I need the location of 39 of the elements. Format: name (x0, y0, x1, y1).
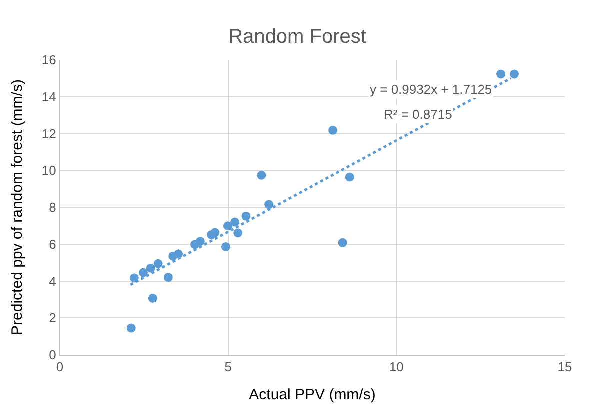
point (224, 222, 232, 231)
y-tick-label: 10 (42, 163, 56, 178)
y-tick-label: 2 (49, 310, 56, 326)
y-tick-label: 4 (49, 274, 56, 289)
point (221, 242, 230, 252)
chart-title: Random Forest (228, 26, 367, 48)
point (257, 170, 266, 180)
point (328, 126, 338, 135)
y-tick-label: 0 (49, 348, 56, 363)
point (154, 259, 163, 268)
y-tick-label: 14 (42, 89, 56, 104)
x-tick-label: 15 (558, 360, 572, 375)
x-tick-label: 10 (389, 360, 404, 375)
point (148, 294, 158, 303)
point (242, 212, 251, 221)
y-tick-label: 16 (42, 52, 56, 68)
point (338, 238, 348, 248)
point (510, 70, 519, 79)
y-tick-label: 12 (42, 126, 56, 142)
point (230, 218, 240, 227)
point (146, 264, 156, 273)
point (345, 172, 354, 182)
point (264, 200, 274, 210)
point (164, 273, 173, 282)
point (196, 237, 205, 246)
point (138, 268, 148, 278)
x-tick-label: 5 (224, 360, 232, 375)
point (234, 228, 243, 238)
point (496, 70, 506, 79)
annotation: y = 0.9932x + 1.7125 (370, 82, 492, 97)
point (210, 228, 220, 238)
point (174, 250, 184, 259)
x-axis-title: Actual PPV (mm/s) (249, 386, 376, 404)
y-tick-label: 8 (49, 200, 56, 216)
point (130, 274, 139, 283)
annotation: R² = 0.8715 (384, 107, 452, 122)
y-axis-title: Predicted ppv of random forest (mm/s) (9, 80, 26, 336)
point (126, 324, 136, 333)
y-tick-label: 6 (49, 236, 56, 252)
